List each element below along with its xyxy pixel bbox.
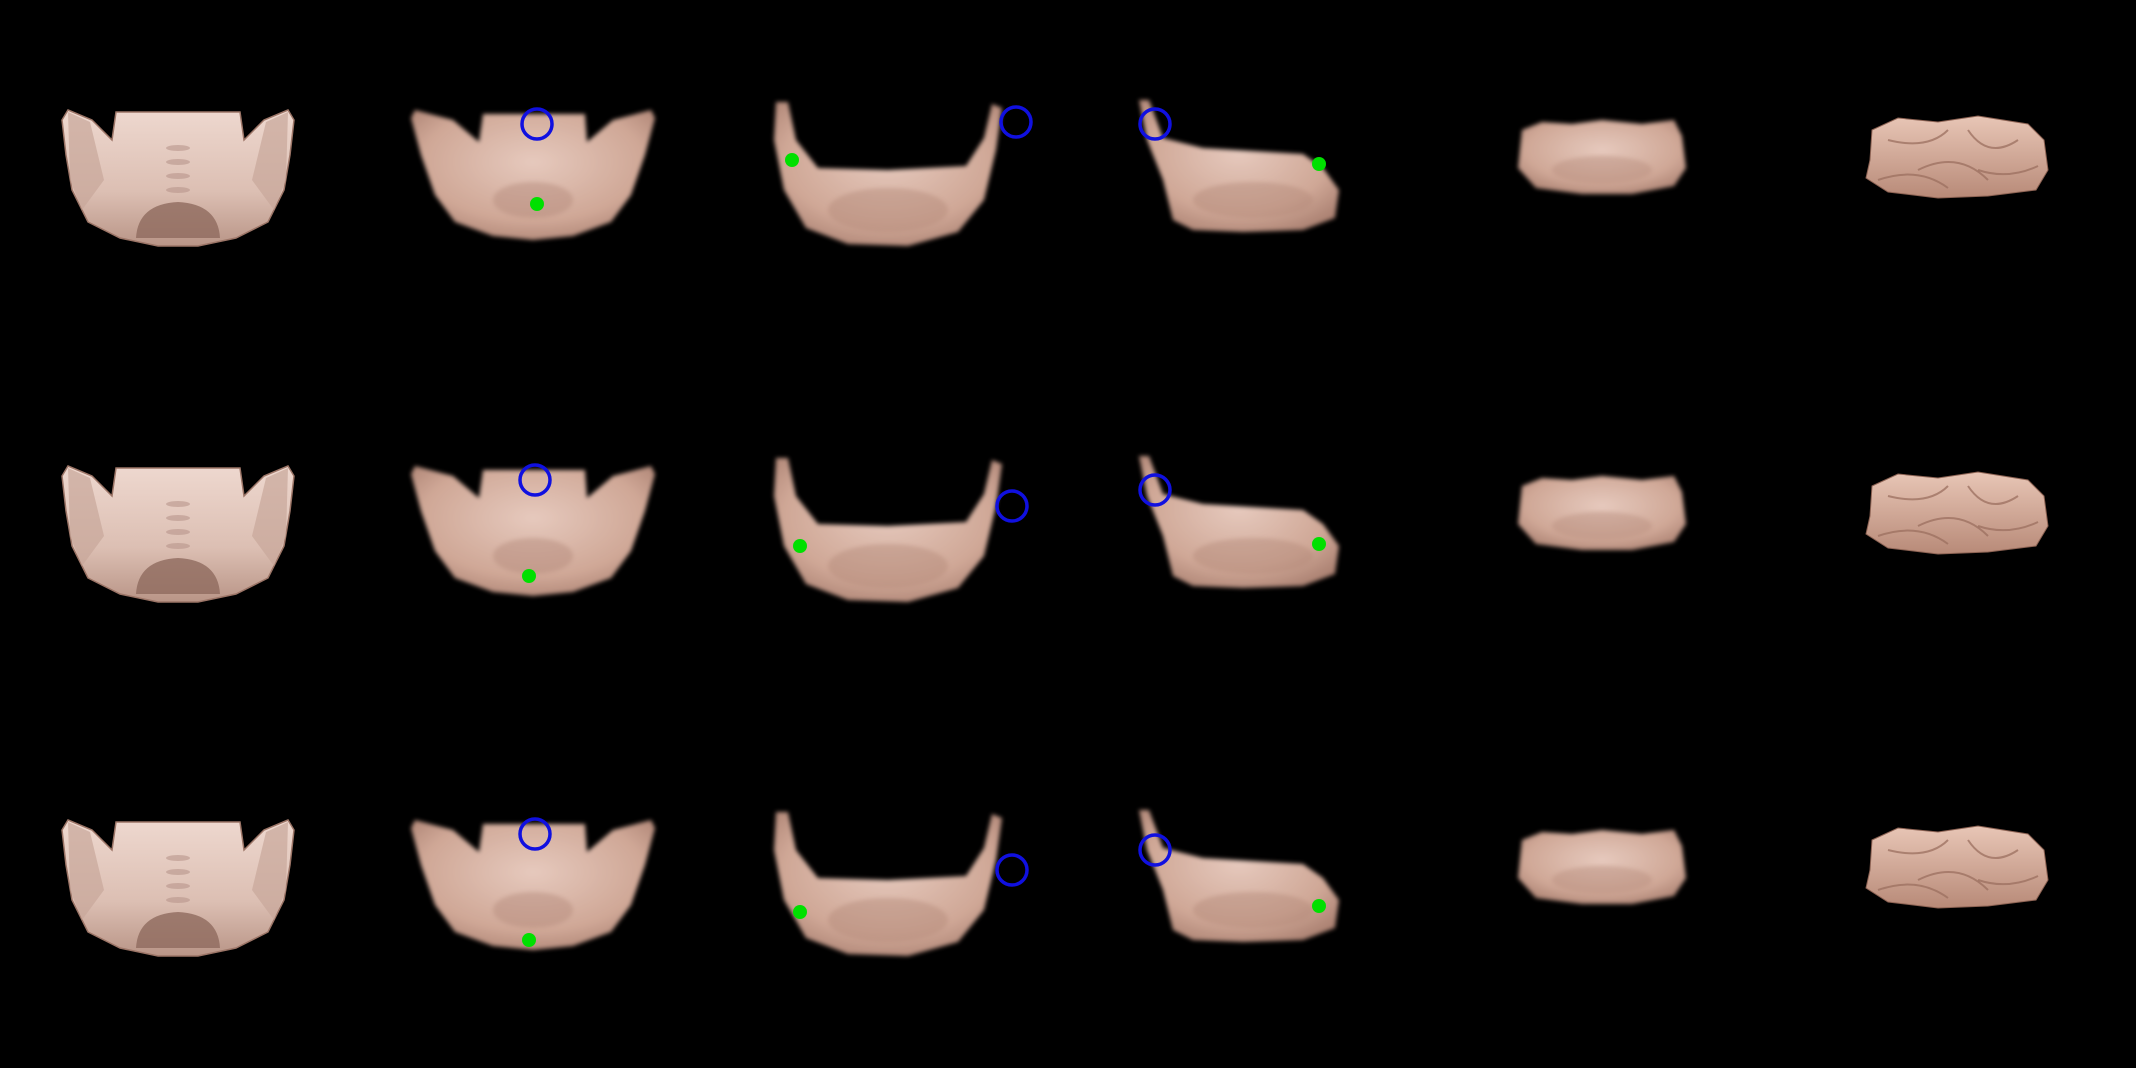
folded-garment-photo bbox=[1865, 115, 2049, 199]
place-point-dot bbox=[793, 905, 807, 919]
pick-point-circle bbox=[1138, 473, 1172, 507]
flat-garment-render bbox=[411, 820, 655, 950]
pick-point-circle bbox=[995, 853, 1029, 887]
frame-step-6 bbox=[1865, 825, 2049, 909]
folded-garment-photo bbox=[1865, 471, 2049, 555]
frame-step-4 bbox=[1138, 100, 1339, 232]
frame-step-1 bbox=[61, 109, 295, 247]
frame-step-5 bbox=[1518, 120, 1686, 194]
pick-point-circle bbox=[1138, 833, 1172, 867]
pick-point-circle bbox=[999, 105, 1033, 139]
frame-step-6 bbox=[1865, 471, 2049, 555]
place-point-dot bbox=[530, 197, 544, 211]
frame-step-5 bbox=[1518, 830, 1686, 904]
flat-garment-render bbox=[411, 110, 655, 240]
frame-step-3 bbox=[774, 458, 1029, 602]
frame-step-1 bbox=[61, 819, 295, 957]
frame-step-4 bbox=[1138, 456, 1339, 588]
pick-point-circle bbox=[1138, 107, 1172, 141]
flat-garment-render bbox=[411, 466, 655, 596]
frame-step-3 bbox=[774, 102, 1033, 246]
sequence-row-3 bbox=[61, 810, 2049, 957]
frame-step-4 bbox=[1138, 810, 1339, 942]
place-point-dot bbox=[522, 569, 536, 583]
pick-point-circle bbox=[518, 817, 552, 851]
place-point-dot bbox=[1312, 899, 1326, 913]
sequence-row-2 bbox=[61, 456, 2049, 603]
folded-garment-photo bbox=[1865, 825, 2049, 909]
pick-point-circle bbox=[995, 489, 1029, 523]
frame-step-5 bbox=[1518, 476, 1686, 550]
place-point-dot bbox=[793, 539, 807, 553]
place-point-dot bbox=[785, 153, 799, 167]
sequence-row-1 bbox=[61, 100, 2049, 247]
place-point-dot bbox=[522, 933, 536, 947]
pick-point-circle bbox=[518, 463, 552, 497]
frame-step-2 bbox=[411, 817, 655, 950]
frame-step-3 bbox=[774, 812, 1029, 956]
frame-step-1 bbox=[61, 465, 295, 603]
frame-step-2 bbox=[411, 463, 655, 596]
frame-step-6 bbox=[1865, 115, 2049, 199]
frame-step-2 bbox=[411, 107, 655, 240]
place-point-dot bbox=[1312, 537, 1326, 551]
place-point-dot bbox=[1312, 157, 1326, 171]
pick-point-circle bbox=[520, 107, 554, 141]
